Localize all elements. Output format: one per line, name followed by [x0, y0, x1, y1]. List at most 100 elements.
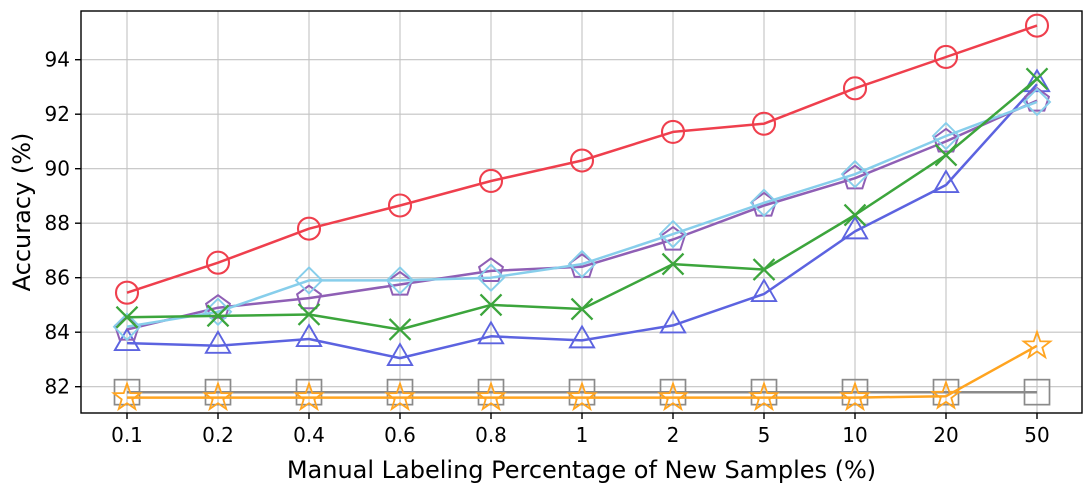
- x-marker: [479, 293, 503, 317]
- circle-marker: [1024, 13, 1050, 38]
- y-tick-label: 94: [45, 48, 70, 72]
- circle-marker: [478, 168, 504, 194]
- x-tick-label: 5: [758, 423, 771, 447]
- triangle-marker: [204, 329, 232, 354]
- series-line-skyblue-diamond: [126, 100, 1038, 328]
- y-axis-label: Accuracy (%): [8, 133, 36, 292]
- square-marker: [386, 378, 414, 406]
- x-tick-label: 50: [1024, 423, 1049, 447]
- circle-marker: [387, 193, 413, 218]
- triangle-marker: [659, 309, 687, 334]
- y-tick-label: 90: [45, 157, 70, 181]
- star-marker: [202, 380, 234, 412]
- circle-marker: [751, 111, 777, 136]
- x-tick-label: 20: [933, 423, 958, 447]
- y-tick-label: 86: [45, 266, 70, 290]
- star-marker: [748, 380, 780, 412]
- diamond-marker: [385, 266, 415, 295]
- series-green-x: [115, 67, 1049, 341]
- diamond-marker: [931, 121, 961, 151]
- y-tick-label: 88: [45, 211, 70, 235]
- diamond-marker: [112, 312, 142, 342]
- series-line-red-circle: [126, 24, 1038, 294]
- x-marker: [206, 304, 230, 328]
- star-marker: [475, 380, 507, 412]
- square-marker: [477, 378, 505, 406]
- x-tick-label: 10: [842, 423, 867, 447]
- x-tick-label: 0.8: [475, 423, 507, 447]
- x-marker: [115, 305, 139, 329]
- star-marker: [111, 380, 143, 412]
- x-tick-label: 0.2: [202, 423, 234, 447]
- diamond-marker: [567, 249, 597, 279]
- x-marker: [752, 258, 776, 281]
- x-tick-label: 1: [576, 423, 589, 447]
- triangle-marker: [386, 342, 414, 367]
- star-marker: [566, 380, 598, 412]
- x-tick-label: 0.1: [111, 423, 143, 447]
- triangle-marker: [568, 324, 596, 349]
- y-tick-label: 92: [45, 102, 70, 126]
- y-tick-label: 82: [45, 375, 70, 399]
- star-marker: [657, 380, 689, 412]
- diamond-marker: [294, 266, 324, 295]
- pentagon-marker: [1023, 86, 1051, 112]
- diamond-marker: [1022, 87, 1052, 117]
- series-red-circle: [114, 13, 1050, 305]
- series-orange-star: [111, 329, 1053, 412]
- x-marker: [388, 318, 412, 341]
- pentagon-marker: [659, 225, 687, 251]
- star-marker: [930, 379, 962, 410]
- circle-marker: [569, 148, 595, 173]
- square-marker: [1023, 378, 1051, 406]
- circle-marker: [933, 44, 959, 70]
- series-line-blue-triangle: [126, 83, 1038, 360]
- triangle-marker: [750, 278, 778, 302]
- circle-marker: [660, 119, 686, 144]
- square-marker: [568, 378, 596, 406]
- diamond-marker: [658, 219, 688, 249]
- circle-marker: [205, 250, 231, 275]
- series-blue-triangle: [113, 68, 1051, 367]
- triangle-marker: [1023, 68, 1051, 93]
- x-tick-label: 0.6: [384, 423, 416, 447]
- series-line-orange-star: [127, 344, 1038, 399]
- series-line-purple-pentagon: [126, 99, 1038, 331]
- diamond-marker: [749, 188, 779, 218]
- circle-marker: [842, 76, 868, 101]
- x-tick-label: 0.4: [293, 423, 325, 447]
- diamond-marker: [476, 263, 506, 293]
- pentagon-marker: [477, 257, 505, 282]
- pentagon-marker: [295, 284, 323, 310]
- x-marker: [570, 297, 594, 321]
- x-marker: [1025, 67, 1049, 91]
- triangle-marker: [477, 320, 505, 345]
- x-marker: [661, 252, 685, 276]
- square-marker: [750, 378, 778, 406]
- square-marker: [204, 378, 232, 406]
- triangle-marker: [932, 169, 960, 194]
- x-marker: [297, 303, 321, 326]
- series-gray-square: [113, 378, 1051, 406]
- star-marker: [839, 380, 871, 412]
- pentagon-marker: [932, 127, 960, 153]
- triangle-marker: [295, 323, 323, 347]
- star-marker: [1021, 329, 1053, 360]
- x-marker: [934, 143, 958, 167]
- y-tick-label: 84: [45, 320, 70, 344]
- x-marker: [843, 203, 867, 227]
- star-marker: [293, 380, 325, 412]
- x-axis-label: Manual Labeling Percentage of New Sample…: [287, 456, 876, 484]
- triangle-marker: [841, 215, 869, 240]
- square-marker: [841, 378, 869, 406]
- star-marker: [384, 380, 416, 412]
- diamond-marker: [840, 159, 870, 189]
- circle-marker: [114, 280, 140, 305]
- circle-marker: [296, 216, 322, 241]
- square-marker: [113, 378, 141, 406]
- square-marker: [659, 378, 687, 406]
- x-tick-label: 2: [667, 423, 680, 447]
